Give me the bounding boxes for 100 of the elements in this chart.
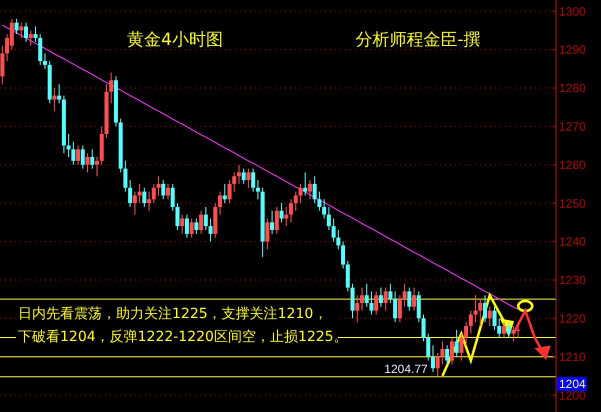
candlestick [407, 288, 412, 311]
candlestick [213, 203, 218, 238]
candlestick [232, 172, 236, 192]
candlestick [138, 184, 142, 204]
candlestick [364, 284, 369, 307]
candlestick [265, 218, 270, 250]
candlestick [132, 192, 137, 215]
candlestick [194, 218, 198, 234]
candlestick [114, 76, 118, 126]
candlestick [298, 184, 302, 204]
candlestick [222, 184, 227, 204]
candlestick [128, 180, 132, 207]
candlestick [488, 306, 492, 326]
candlestick [57, 84, 62, 104]
candlestick [100, 126, 104, 165]
candlestick [161, 180, 166, 200]
candlestick [208, 218, 213, 242]
candlestick [152, 184, 156, 204]
candlestick [454, 330, 459, 357]
candlestick [436, 352, 440, 377]
candlestick [412, 288, 416, 311]
candlestick [355, 295, 360, 322]
candlestick [156, 176, 161, 196]
annotation: 1204.77 [384, 362, 428, 376]
y-tick-label: 1240 [559, 234, 586, 249]
candlestick [104, 84, 108, 138]
candlestick [175, 203, 180, 230]
candlestick [66, 134, 71, 158]
candlestick [86, 153, 90, 172]
candlestick [506, 322, 511, 338]
candlestick [374, 291, 378, 314]
candlestick [274, 206, 279, 234]
candlestick [62, 96, 66, 154]
candlestick [90, 149, 94, 169]
candlestick [294, 192, 298, 211]
y-tick-label: 1220 [559, 312, 586, 326]
candlestick [280, 203, 284, 222]
candlestick [251, 168, 256, 192]
candlestick [464, 322, 468, 346]
candlestick [322, 199, 326, 218]
candlestick [147, 192, 152, 211]
text: 1204 [559, 377, 586, 392]
candlestick [76, 146, 80, 165]
candlestick [24, 22, 28, 42]
candlestick [336, 230, 340, 250]
candlestick [236, 164, 241, 184]
candlestick [398, 295, 402, 322]
candlestick [492, 306, 496, 330]
candlestick [326, 206, 331, 230]
candlestick [430, 345, 435, 372]
y-tick-label: 1260 [559, 158, 586, 172]
candlestick [170, 184, 175, 211]
candlestick [71, 142, 76, 165]
candlestick [384, 288, 388, 311]
y-tick-label: 1250 [559, 196, 586, 210]
candlestick [260, 188, 265, 257]
candlestick [228, 180, 232, 204]
candlestick [95, 157, 100, 176]
candlestick [426, 334, 430, 361]
candlestick [422, 314, 426, 342]
text: 分析师程金臣-撰 [355, 30, 481, 50]
candlestick [332, 218, 336, 242]
candlestick [360, 288, 364, 311]
candlestick [388, 284, 392, 303]
candlestick [19, 22, 24, 38]
candlestick [204, 206, 208, 230]
candlestick [378, 288, 383, 307]
candlestick [270, 210, 274, 234]
y-tick-label: 1210 [559, 350, 586, 364]
candlestick [346, 260, 350, 292]
y-tick-label: 1290 [559, 42, 586, 57]
candlestick [38, 34, 42, 65]
candlestick [459, 334, 464, 361]
candlestick [402, 284, 407, 307]
candlestick [289, 199, 294, 222]
candlestick [180, 214, 184, 234]
candlestick [350, 284, 355, 318]
candlestick [33, 26, 38, 42]
candlestick [14, 18, 19, 34]
candlestick [52, 88, 56, 111]
candlestick [118, 118, 123, 172]
candlestick [123, 160, 128, 192]
candlestick [42, 53, 47, 69]
candlestick [369, 291, 374, 314]
candlestick [317, 192, 322, 211]
candlestick [242, 168, 246, 184]
candlestick [0, 46, 4, 84]
candlestick [478, 299, 482, 326]
candlestick [142, 188, 146, 207]
candlestick [284, 206, 288, 226]
candlestick [450, 338, 454, 364]
candlestick [468, 310, 473, 334]
candlestick [341, 242, 346, 268]
candlestick [308, 180, 312, 200]
candlestick [445, 345, 450, 364]
candlestick [28, 30, 33, 46]
y-tick-label: 1280 [559, 81, 586, 96]
candlestick [48, 61, 52, 104]
candlestick [416, 291, 421, 322]
annotation: 日内先看震荡，助力关注1225，支撑关注1210， [18, 306, 328, 322]
